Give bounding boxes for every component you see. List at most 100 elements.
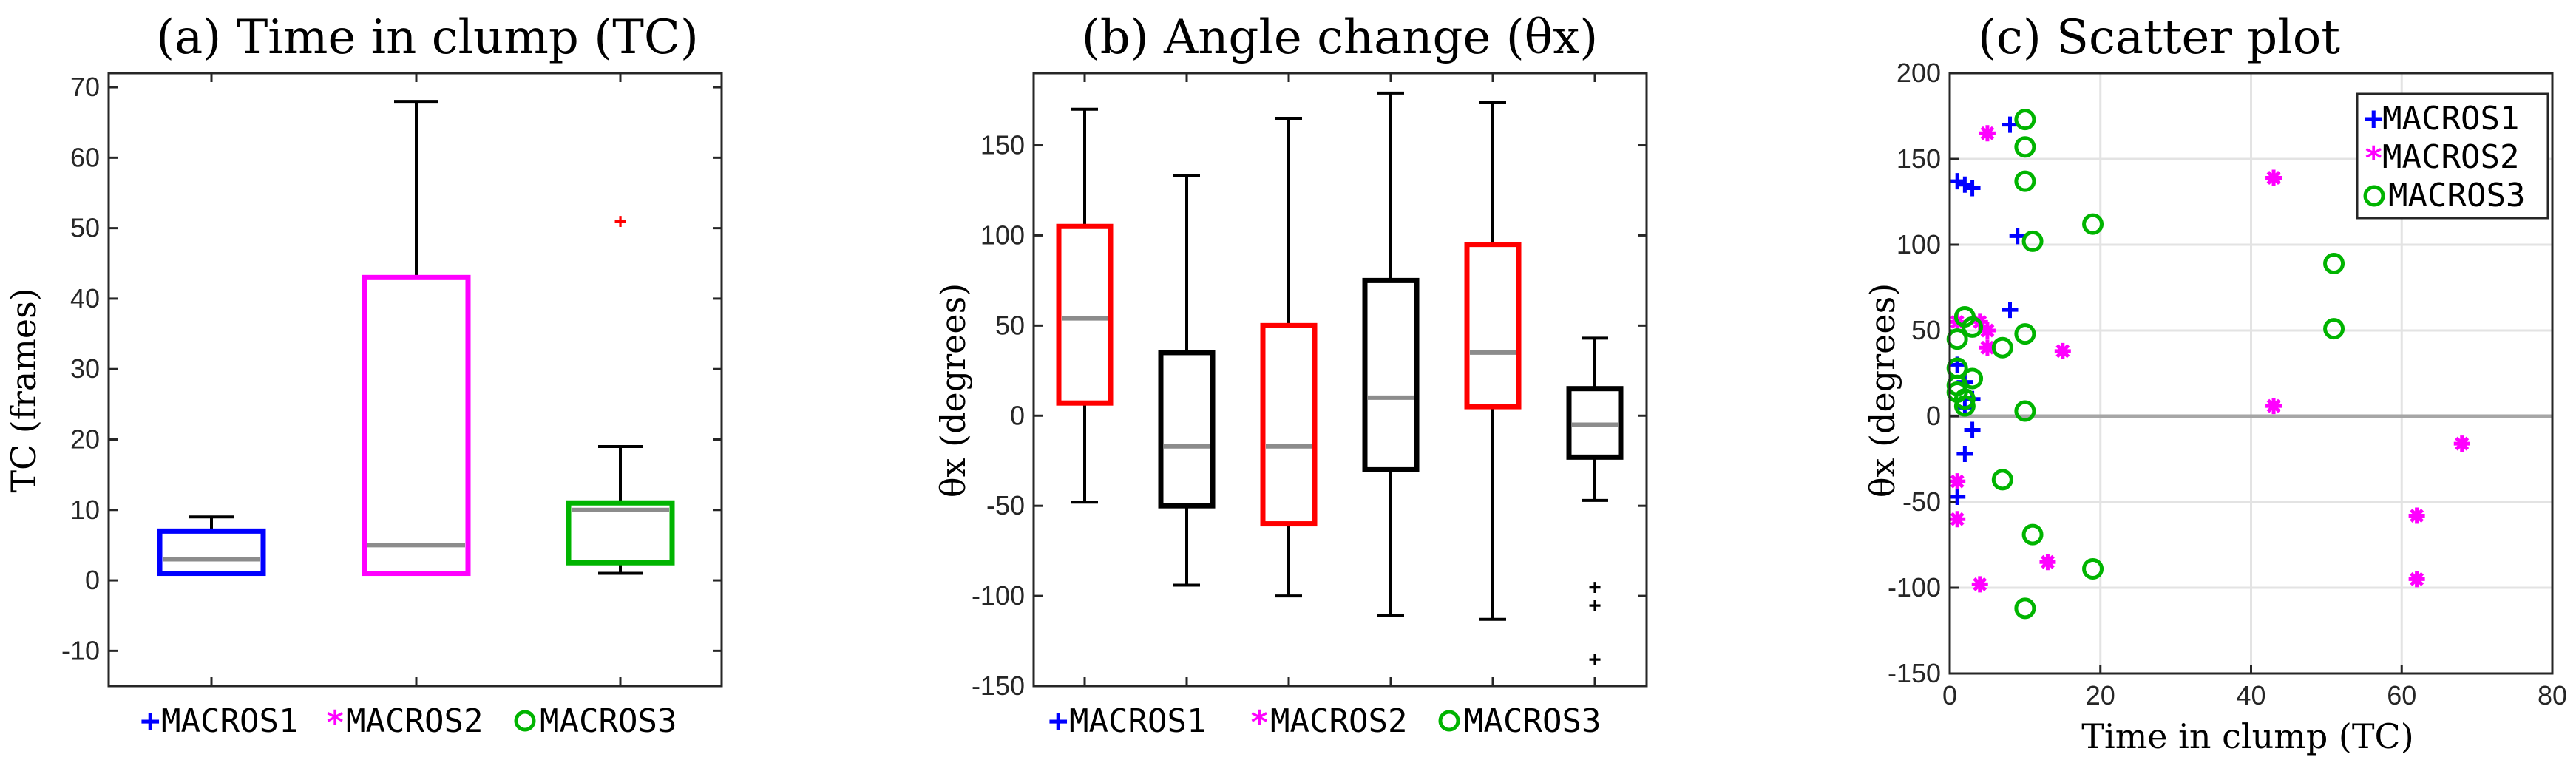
legend-plus-icon: + (2364, 100, 2384, 138)
y-tick-label: 0 (1926, 401, 1941, 431)
legend-macros1-label: MACROS1 (2382, 100, 2519, 138)
y-tick-label: 200 (1897, 58, 1941, 88)
panel-c-title: (c) Scatter plot (1978, 10, 2340, 65)
scatter-point-macros3 (1991, 469, 2013, 491)
scatter-point-macros3 (1991, 336, 2013, 359)
scatter-point-macros2 (1949, 511, 1966, 528)
box-body (1056, 223, 1114, 406)
scatter-point-macros3 (2014, 109, 2036, 131)
scatter-point-macros3 (1946, 328, 1968, 350)
scatter-point-macros3 (2014, 323, 2036, 345)
y-tick-label: 50 (995, 310, 1025, 340)
y-tick-label: 0 (85, 565, 100, 595)
scatter-point-macros2 (1979, 339, 1996, 356)
box-2 (362, 100, 471, 577)
panel-c-scatter-plot: (c) Scatter plot θx (degrees) Time in cl… (1862, 10, 2567, 756)
y-tick-label: 70 (70, 72, 100, 102)
y-tick-label: 50 (70, 213, 100, 243)
y-tick-label: 50 (1911, 315, 1941, 345)
panel-c-ylabel: θx (degrees) (1862, 283, 1902, 498)
panel-b-axes-box (1032, 72, 1648, 688)
y-tick-label: 60 (70, 142, 100, 172)
scatter-point-macros2 (1949, 473, 1966, 490)
x-tick-label: 80 (2538, 680, 2567, 710)
box-6: +++ (1566, 336, 1624, 671)
panel-c-legend: + MACROS1 * MACROS2 MACROS3 (2356, 92, 2549, 220)
y-tick-label: -10 (61, 635, 100, 665)
outlier-point: + (1589, 574, 1601, 599)
box-body (1566, 386, 1624, 460)
legend-macros2-label: MACROS2 (2382, 138, 2519, 176)
box-5 (1464, 101, 1522, 621)
y-tick-label: 150 (980, 130, 1025, 160)
legend-star-icon: * (2364, 140, 2384, 177)
legend-macros3-label: MACROS3 (2388, 177, 2525, 214)
scatter-point-macros1 (1956, 176, 1973, 193)
legend-circle-icon (1438, 710, 1460, 732)
scatter-point-macros3 (1962, 316, 1984, 338)
panel-a-title: (a) Time in clump (TC) (156, 10, 699, 65)
scatter-point-macros1 (2002, 302, 2019, 319)
y-tick-label: -50 (1902, 486, 1941, 517)
panel-b-title: (b) Angle change (θx) (1082, 10, 1599, 65)
scatter-point-macros2 (2054, 342, 2071, 359)
y-tick-label: -100 (1888, 572, 1941, 603)
scatter-point-macros2 (1979, 322, 1996, 339)
legend-box (2356, 92, 2549, 220)
scatter-point-macros3 (2323, 318, 2345, 340)
x-tick-label: 20 (2086, 680, 2115, 710)
scatter-point-macros1 (2002, 116, 2019, 133)
panel-a-time-in-clump: (a) Time in clump (TC) TC (frames) -10 0 1… (4, 10, 723, 742)
scatter-point-macros2 (1979, 125, 1996, 142)
panel-c-axes-box (1948, 72, 2554, 675)
box-body (1260, 322, 1318, 527)
panel-a-legend: + MACROS1 * MACROS2 MACROS3 (140, 702, 677, 742)
scatter-point-macros1 (1956, 446, 1973, 463)
scatter-point-macros3 (2014, 597, 2036, 620)
panel-a-axes-box (107, 72, 723, 688)
box-4 (1362, 91, 1420, 617)
panel-b-legend: + MACROS1 * MACROS2 MACROS3 (1048, 702, 1601, 742)
x-tick-label: 60 (2387, 680, 2416, 710)
box-1 (1056, 107, 1114, 504)
box-body (1362, 277, 1420, 472)
legend-star-icon: * (325, 704, 345, 742)
panel-c-xlabel: Time in clump (TC) (2081, 716, 2413, 756)
scatter-point-macros2 (1971, 576, 1988, 593)
legend-plus-icon: + (140, 702, 160, 740)
legend-macros3-label: MACROS3 (1464, 702, 1601, 740)
legend-star-icon: * (1250, 704, 1270, 742)
scatter-point-macros1 (1964, 421, 1981, 438)
y-tick-label: -150 (972, 671, 1025, 701)
x-tick-label: 40 (2236, 680, 2265, 710)
y-tick-label: 20 (70, 424, 100, 454)
legend-macros1-label: MACROS1 (1069, 702, 1206, 740)
scatter-point-macros1 (1949, 489, 1966, 506)
y-tick-label: -100 (972, 580, 1025, 611)
legend-macros2-label: MACROS2 (346, 702, 483, 740)
y-tick-label: -150 (1888, 658, 1941, 688)
y-tick-label: 100 (980, 220, 1025, 250)
panel-b-ylabel: θx (degrees) (933, 283, 973, 498)
scatter-point-macros3 (2021, 230, 2044, 252)
y-tick-label: 0 (1010, 400, 1025, 430)
box-body (566, 500, 675, 566)
box-body (157, 528, 266, 577)
box-body (1464, 242, 1522, 410)
panel-b-angle-change: (b) Angle change (θx) θx (degrees) -150 -… (933, 10, 1648, 742)
scatter-point-macros2 (2408, 507, 2425, 524)
scatter-point-macros2 (2265, 169, 2282, 186)
y-tick-label: 30 (70, 353, 100, 384)
y-tick-label: 100 (1897, 229, 1941, 259)
scatter-point-macros3 (1953, 395, 1976, 417)
scatter-point-macros3 (2082, 213, 2104, 235)
box-1 (157, 515, 266, 577)
outlier-point: + (614, 208, 627, 233)
legend-macros1-label: MACROS1 (161, 702, 298, 740)
scatter-point-macros3 (2082, 557, 2104, 580)
outlier-point: + (1589, 592, 1601, 617)
y-tick-label: 40 (70, 283, 100, 313)
scatter-point-macros1 (1964, 180, 1981, 197)
y-tick-label: -50 (986, 490, 1025, 520)
